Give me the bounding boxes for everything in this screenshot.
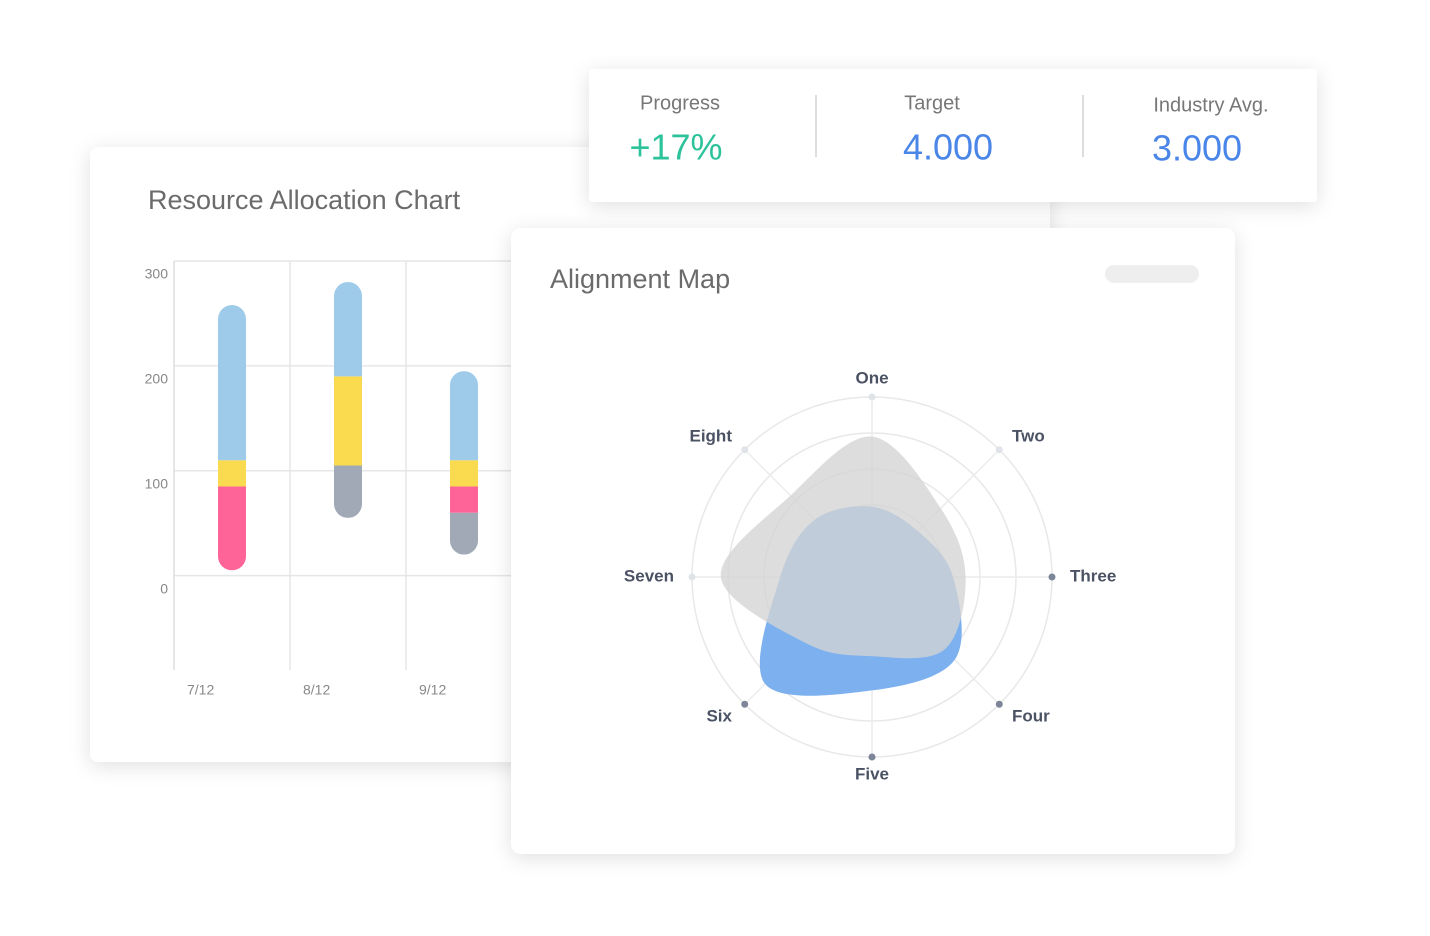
axis-label: Two <box>1012 426 1045 445</box>
bar-segment <box>334 465 362 518</box>
x-tick-label: 8/12 <box>303 682 330 698</box>
bar-segment <box>218 305 246 461</box>
bar-segment <box>334 281 362 377</box>
axis-dot <box>1048 573 1056 581</box>
bar-segment <box>218 460 246 487</box>
bar-segment <box>450 486 478 513</box>
axis-label: Six <box>706 706 732 725</box>
axis-label: One <box>855 368 888 387</box>
chart-title: Alignment Map <box>550 264 730 294</box>
stat-label: Industry Avg. <box>1153 94 1268 116</box>
y-tick-label: 100 <box>145 475 169 491</box>
card-background <box>589 69 1317 202</box>
axis-dot <box>868 393 876 401</box>
stat-value: 3.000 <box>1152 128 1242 169</box>
axis-dot <box>995 700 1003 708</box>
axis-label: Eight <box>689 426 732 445</box>
axis-label: Five <box>855 764 889 783</box>
x-tick-label: 9/12 <box>419 682 446 698</box>
chart-title: Resource Allocation Chart <box>148 185 461 215</box>
x-tick-label: 7/12 <box>187 682 214 698</box>
axis-dot <box>741 700 749 708</box>
y-tick-label: 300 <box>145 266 169 282</box>
axis-dot <box>995 446 1003 454</box>
y-tick-label: 200 <box>145 371 169 387</box>
axis-dot <box>868 753 876 761</box>
radar-card: Alignment Map One Two Three Four Five Six Seve… <box>511 228 1235 854</box>
axis-dot <box>741 446 749 454</box>
stat-label: Progress <box>640 92 720 114</box>
axis-label: Three <box>1070 566 1116 585</box>
radar-area <box>720 436 966 659</box>
bar-segment <box>218 486 246 571</box>
bar-segment <box>450 512 478 555</box>
stats-card: Progress +17% Target 4.000 Industry Avg.… <box>589 69 1317 202</box>
bar-segment <box>334 376 362 466</box>
placeholder-pill <box>1105 265 1199 283</box>
bar-segment <box>450 371 478 461</box>
stat-value: +17% <box>629 127 722 168</box>
y-tick-label: 0 <box>160 580 168 596</box>
axis-label: Seven <box>624 566 674 585</box>
bar-segment <box>450 460 478 487</box>
stat-value: 4.000 <box>903 127 993 168</box>
axis-label: Four <box>1012 706 1050 725</box>
stat-label: Target <box>904 92 960 114</box>
axis-dot <box>688 573 696 581</box>
